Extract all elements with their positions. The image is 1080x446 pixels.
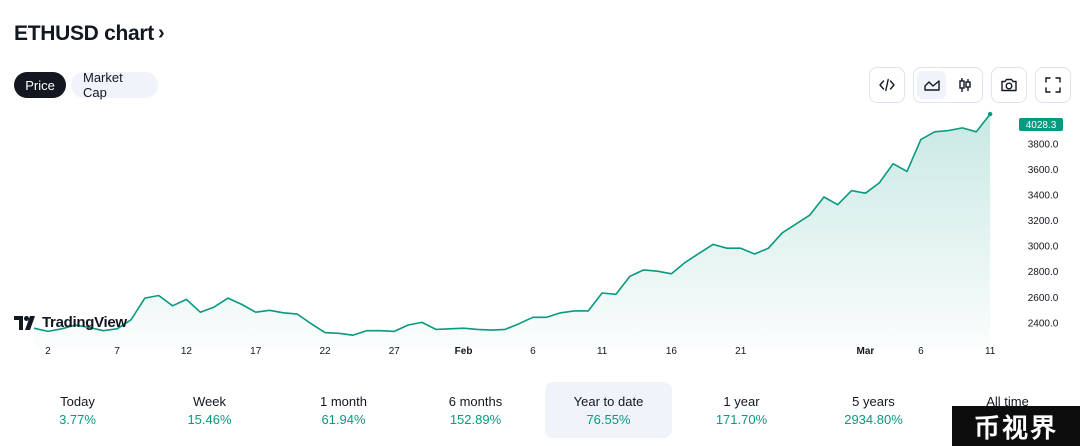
period-label: Today [60, 394, 95, 409]
period-selector: Today 3.77% Week 15.46% 1 month 61.94% 6… [10, 382, 1080, 438]
period-5-years[interactable]: 5 years 2934.80% [810, 382, 937, 438]
y-tick-label: 3600.0 [1028, 165, 1059, 176]
period-all-time[interactable]: All time [944, 382, 1071, 438]
x-tick-label: Feb [455, 346, 473, 357]
x-tick-label: 11 [597, 346, 608, 357]
fullscreen-button[interactable] [1035, 67, 1071, 103]
y-tick-label: 2400.0 [1028, 318, 1059, 329]
area-chart-button[interactable] [917, 71, 946, 99]
period-change: 15.46% [187, 412, 232, 427]
price-series-line [33, 113, 991, 336]
x-tick-label: Mar [857, 346, 875, 357]
y-tick-label: 3400.0 [1028, 190, 1059, 201]
period-change: 3.77% [59, 412, 96, 427]
y-tick-label: 2800.0 [1028, 267, 1059, 278]
chevron-right-icon: › [157, 22, 165, 44]
x-tick-label: 12 [181, 346, 193, 357]
period-label: 6 months [448, 394, 503, 409]
camera-icon [1001, 78, 1017, 92]
period-6-months[interactable]: 6 months 152.89% [412, 382, 539, 438]
last-price-marker [987, 111, 993, 117]
x-tick-label: 22 [319, 346, 331, 357]
x-tick-label: 2 [45, 346, 51, 357]
x-tick-label: 17 [250, 346, 262, 357]
y-tick-label: 3000.0 [1028, 242, 1059, 253]
x-tick-label: 6 [530, 346, 536, 357]
x-tick-label: 16 [666, 346, 678, 357]
y-tick-label: 3800.0 [1028, 139, 1059, 150]
last-price-label: 4028.3 [1026, 120, 1057, 131]
period-label: Week [193, 394, 226, 409]
snapshot-button[interactable] [991, 67, 1027, 103]
period-1-month[interactable]: 1 month 61.94% [280, 382, 407, 438]
price-area-fill [34, 114, 991, 348]
period-label: 1 year [723, 394, 760, 409]
period-label: 5 years [852, 394, 895, 409]
tradingview-logo: TradingView [14, 314, 127, 331]
y-tick-label: 2600.0 [1028, 293, 1059, 304]
embed-button[interactable] [869, 67, 905, 103]
x-tick-label: 27 [389, 346, 401, 357]
tab-market-cap[interactable]: Market Cap [71, 70, 158, 100]
x-tick-label: 21 [735, 346, 747, 357]
page-title[interactable]: ETHUSD chart › [14, 22, 165, 46]
chart-title: ETHUSD chart [14, 22, 154, 45]
fullscreen-icon [1045, 77, 1061, 93]
period-label: 1 month [320, 394, 367, 409]
x-tick-label: 11 [985, 346, 996, 357]
candlestick-button[interactable] [950, 71, 979, 99]
period-label: Year to date [573, 394, 644, 409]
last-price-badge [1019, 118, 1063, 132]
period-change: 2934.80% [844, 412, 903, 427]
period-change: 76.55% [586, 412, 631, 427]
period-change: 152.89% [449, 412, 502, 427]
y-tick-label: 3200.0 [1028, 216, 1059, 227]
chart-type-toggle [913, 67, 983, 103]
period-change: 171.70% [715, 412, 768, 427]
candlestick-icon [958, 78, 971, 92]
period-today[interactable]: Today 3.77% [14, 382, 141, 438]
tradingview-wordmark: TradingView [42, 314, 127, 331]
period-year-to-date[interactable]: Year to date 76.55% [545, 382, 672, 438]
watermark-logo: 币视界 [952, 406, 1080, 446]
tab-price[interactable]: Price [14, 72, 66, 98]
area-chart-icon [923, 80, 940, 91]
period-week[interactable]: Week 15.46% [146, 382, 273, 438]
period-1-year[interactable]: 1 year 171.70% [678, 382, 805, 438]
period-label: All time [986, 394, 1029, 409]
period-change: 61.94% [321, 412, 366, 427]
x-tick-label: 6 [918, 346, 924, 357]
price-chart[interactable]: 2400.0 2600.0 2800.0 3000.0 3200.0 3400.0 3600… [0, 110, 1080, 360]
tradingview-logo-icon [14, 315, 35, 330]
x-tick-label: 7 [114, 346, 120, 357]
code-embed-icon [879, 78, 895, 92]
